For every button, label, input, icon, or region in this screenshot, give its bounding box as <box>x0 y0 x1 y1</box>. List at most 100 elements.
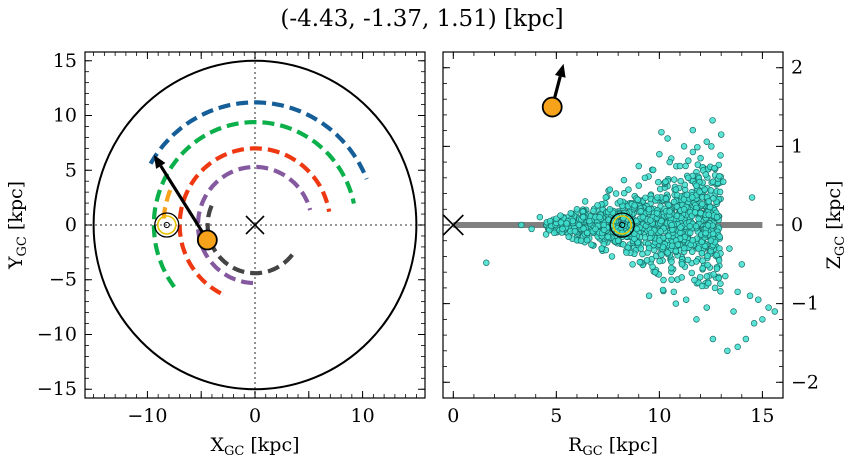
scatter-point <box>711 164 718 172</box>
scatter-point <box>699 265 706 272</box>
scatter-point <box>557 212 564 219</box>
y-tick-label: 10 <box>53 105 77 127</box>
scatter-point <box>569 217 577 225</box>
scatter-point <box>604 233 612 241</box>
left-sun-marker-ring <box>156 215 177 235</box>
scatter-point <box>684 256 692 264</box>
left-star-marker <box>196 229 218 251</box>
scatter-point <box>645 244 653 252</box>
scatter-point <box>586 217 593 225</box>
scatter-point <box>755 296 762 303</box>
scatter-point <box>483 259 490 266</box>
scatter-point <box>606 186 614 193</box>
scatter-point <box>724 347 731 355</box>
right-velocity-arrow-head <box>554 63 566 78</box>
scatter-point <box>588 241 595 248</box>
scatter-point <box>635 162 643 170</box>
scatter-point <box>662 195 670 202</box>
scatter-point <box>693 258 700 265</box>
scatter-point <box>685 157 692 164</box>
scatter-point <box>672 300 680 307</box>
scatter-point <box>717 152 724 159</box>
scatter-point <box>717 288 724 295</box>
right-galactic-center-stroke-b <box>443 214 464 236</box>
scatter-point <box>629 261 636 268</box>
scatter-point <box>682 162 689 170</box>
scatter-point <box>551 229 558 237</box>
scatter-point <box>608 253 616 260</box>
right-plot-area <box>443 63 779 355</box>
scatter-point <box>673 203 681 210</box>
scatter-point <box>692 223 700 230</box>
scatter-point <box>742 335 750 343</box>
left-galactic-center-stroke-b <box>245 215 265 235</box>
scatter-point <box>688 269 696 277</box>
x-tick-label: 0 <box>249 405 261 427</box>
scatter-point <box>702 229 709 237</box>
scatter-point <box>662 178 669 186</box>
scatter-point <box>680 206 688 213</box>
scatter-point <box>657 228 664 235</box>
scatter-point <box>765 304 772 311</box>
scatter-point <box>666 158 673 166</box>
scatter-point <box>716 172 723 180</box>
scatter-point <box>674 241 682 248</box>
left-sun-marker-outer <box>154 212 180 238</box>
scatter-point <box>738 261 746 268</box>
scatter-point <box>726 245 733 252</box>
orbit-arc-5 <box>161 189 173 219</box>
scatter-point <box>693 316 700 323</box>
scatter-point <box>699 257 706 264</box>
left-ticks: −10 0 10 −15 −10 −5 0 5 10 15 <box>37 50 425 427</box>
scatter-point <box>693 182 700 189</box>
scatter-point <box>660 276 667 284</box>
x-tick-label: 10 <box>647 405 671 427</box>
scatter-point <box>686 222 694 230</box>
scatter-point <box>678 274 686 281</box>
scatter-point <box>676 162 684 170</box>
scatter-point <box>668 276 675 283</box>
scatter-point <box>707 187 715 194</box>
scatter-point <box>606 206 614 213</box>
scatter-point <box>668 258 675 266</box>
scatter-point <box>619 229 626 237</box>
scatter-point <box>602 194 610 201</box>
scatter-point <box>695 245 702 252</box>
scatter-point <box>559 225 566 233</box>
x-tick-label: −10 <box>127 405 167 427</box>
scatter-point <box>536 213 544 221</box>
orbit-arc-0 <box>148 100 369 180</box>
scatter-point <box>684 174 692 182</box>
scatter-point <box>689 194 696 201</box>
scatter-point <box>658 217 665 225</box>
scatter-point <box>698 250 706 257</box>
y-tick-label: −10 <box>37 323 77 345</box>
scatter-point <box>703 138 710 145</box>
scatter-point <box>641 174 649 182</box>
scatter-point <box>715 257 723 264</box>
scatter-point <box>677 177 684 185</box>
scatter-point <box>616 198 624 205</box>
scatter-point <box>689 148 697 156</box>
x-tick-label: 5 <box>550 405 562 427</box>
left-plot-area <box>85 52 425 398</box>
scatter-point <box>697 154 704 162</box>
scatter-point <box>636 258 644 266</box>
scatter-point <box>689 126 697 134</box>
scatter-point <box>614 237 622 244</box>
scatter-point <box>694 143 701 151</box>
scatter-point <box>665 232 672 240</box>
left-velocity-arrow-shaft <box>159 165 209 241</box>
scatter-point <box>691 209 699 216</box>
scatter-point <box>567 209 575 217</box>
scatter-point <box>583 236 591 244</box>
scatter-point <box>704 222 712 229</box>
scatter-point <box>659 243 667 251</box>
scatter-point <box>694 161 702 168</box>
scatter-point <box>677 224 684 231</box>
right-sun-marker-dot <box>619 221 626 229</box>
scatter-point <box>734 288 741 296</box>
scatter-point <box>656 257 663 265</box>
scatter-point <box>656 237 663 244</box>
scatter-point <box>716 233 723 241</box>
